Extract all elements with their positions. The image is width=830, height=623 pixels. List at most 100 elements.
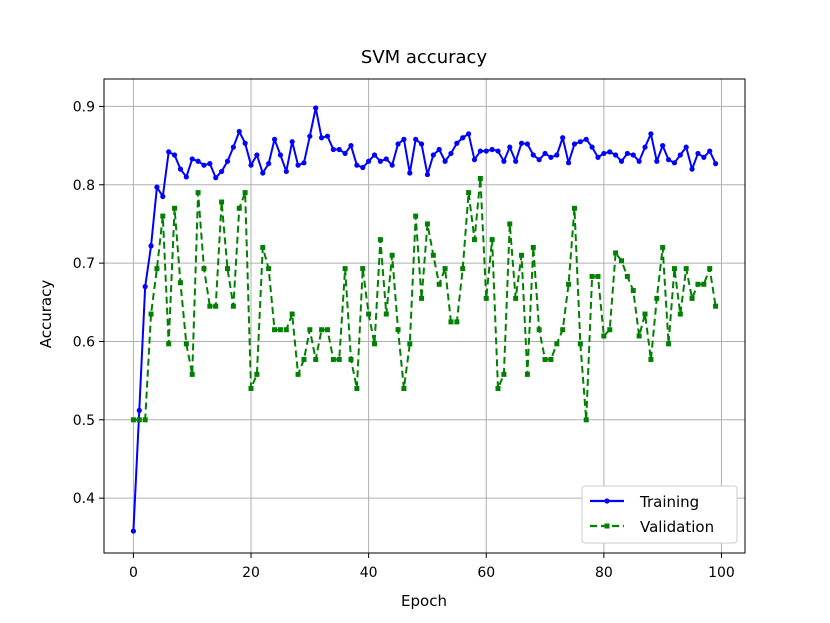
validation-point bbox=[713, 303, 719, 309]
training-point bbox=[160, 193, 166, 200]
training-point bbox=[371, 152, 378, 158]
validation-point bbox=[671, 266, 677, 272]
training-point bbox=[624, 150, 630, 157]
training-point bbox=[183, 174, 189, 180]
validation-point bbox=[360, 266, 366, 272]
validation-point bbox=[513, 295, 519, 301]
training-point bbox=[665, 157, 672, 163]
legend-training-marker bbox=[604, 498, 610, 504]
validation-point bbox=[619, 258, 625, 264]
training-point bbox=[177, 166, 184, 172]
training-point bbox=[224, 158, 231, 164]
validation-point bbox=[495, 385, 501, 391]
validation-point bbox=[236, 205, 242, 211]
y-tick-label: 0.8 bbox=[73, 178, 95, 194]
training-point bbox=[454, 140, 460, 146]
validation-point bbox=[224, 266, 230, 272]
validation-point bbox=[289, 311, 295, 317]
validation-point bbox=[448, 319, 454, 325]
validation-point bbox=[283, 327, 289, 333]
training-point bbox=[248, 162, 254, 168]
training-point bbox=[424, 171, 431, 178]
validation-point bbox=[195, 190, 201, 196]
validation-point bbox=[554, 341, 560, 347]
training-point bbox=[401, 136, 407, 142]
training-point bbox=[342, 150, 348, 157]
y-tick-label: 0.5 bbox=[73, 413, 95, 429]
training-point bbox=[330, 146, 336, 153]
validation-point bbox=[548, 356, 554, 362]
validation-point bbox=[566, 281, 572, 287]
validation-point bbox=[424, 221, 430, 227]
validation-point bbox=[666, 341, 672, 347]
legend-validation-marker bbox=[604, 523, 610, 529]
x-tick-label: 20 bbox=[242, 565, 260, 581]
y-axis-title: Accuracy bbox=[37, 280, 55, 349]
validation-point bbox=[248, 385, 254, 391]
validation-point bbox=[177, 280, 183, 286]
training-point bbox=[283, 168, 289, 175]
validation-point bbox=[536, 327, 542, 333]
training-point bbox=[271, 136, 278, 142]
training-point bbox=[395, 141, 401, 147]
validation-point bbox=[430, 252, 436, 258]
training-point bbox=[295, 162, 301, 168]
validation-point bbox=[313, 356, 319, 362]
x-tick-label: 0 bbox=[129, 565, 138, 581]
validation-point bbox=[689, 295, 695, 301]
validation-point bbox=[613, 250, 619, 256]
plot-series bbox=[130, 105, 719, 534]
training-point bbox=[560, 135, 566, 141]
validation-point bbox=[372, 341, 378, 347]
validation-point bbox=[707, 266, 713, 272]
validation-point bbox=[266, 266, 272, 272]
training-point bbox=[613, 152, 619, 158]
validation-point bbox=[377, 237, 383, 243]
validation-point bbox=[260, 244, 266, 250]
training-point bbox=[607, 149, 613, 155]
training-point bbox=[166, 149, 172, 155]
training-point bbox=[254, 152, 260, 158]
training-point bbox=[530, 152, 536, 158]
validation-point bbox=[477, 176, 483, 182]
training-point bbox=[507, 144, 513, 150]
training-point bbox=[195, 158, 201, 164]
validation-point bbox=[607, 327, 613, 333]
y-tick-label: 0.6 bbox=[73, 334, 95, 350]
validation-point bbox=[354, 385, 360, 391]
validation-point bbox=[401, 385, 407, 391]
validation-point bbox=[254, 371, 260, 377]
validation-point bbox=[142, 417, 148, 423]
x-tick-label: 40 bbox=[360, 565, 378, 581]
validation-point bbox=[624, 273, 630, 279]
validation-point bbox=[189, 371, 195, 377]
validation-point bbox=[648, 356, 654, 362]
validation-point bbox=[601, 333, 607, 339]
training-point bbox=[313, 105, 319, 111]
validation-point bbox=[295, 371, 301, 377]
validation-point bbox=[395, 327, 401, 333]
training-point bbox=[524, 141, 531, 147]
validation-point bbox=[695, 281, 701, 287]
training-point bbox=[642, 144, 648, 150]
training-point bbox=[366, 158, 372, 164]
training-point bbox=[389, 162, 395, 168]
training-point bbox=[712, 161, 719, 167]
validation-point bbox=[160, 213, 166, 219]
plot-frame bbox=[103, 78, 746, 554]
validation-point bbox=[154, 266, 160, 272]
training-point bbox=[466, 131, 472, 137]
validation-point bbox=[319, 327, 325, 333]
training-point bbox=[518, 140, 525, 146]
validation-point bbox=[130, 417, 136, 423]
training-point bbox=[336, 146, 342, 153]
training-point bbox=[554, 152, 560, 158]
legend: Training Validation bbox=[581, 485, 738, 544]
training-point bbox=[207, 161, 213, 167]
training-point bbox=[189, 156, 195, 162]
training-point bbox=[654, 158, 660, 164]
validation-point bbox=[530, 244, 536, 250]
training-point bbox=[348, 142, 354, 149]
training-point bbox=[571, 141, 578, 147]
